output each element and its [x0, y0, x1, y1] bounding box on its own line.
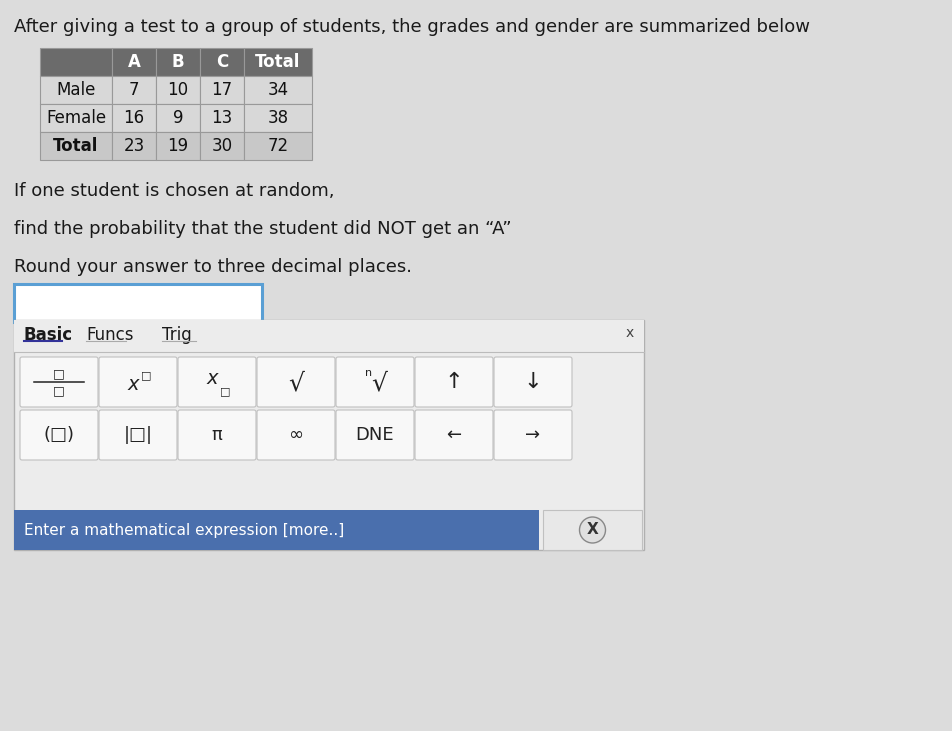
- Circle shape: [579, 517, 605, 543]
- Text: □: □: [53, 385, 65, 398]
- Bar: [156, 76, 200, 104]
- FancyBboxPatch shape: [20, 357, 98, 407]
- Bar: [244, 104, 311, 132]
- Text: ∞: ∞: [288, 426, 303, 444]
- Text: √: √: [370, 371, 387, 395]
- Text: find the probability that the student did NOT get an “A”: find the probability that the student di…: [14, 220, 511, 238]
- FancyBboxPatch shape: [99, 410, 177, 460]
- Bar: [156, 132, 200, 160]
- Text: Female: Female: [46, 109, 106, 127]
- Text: π: π: [211, 426, 222, 444]
- Bar: [200, 48, 244, 76]
- FancyBboxPatch shape: [336, 357, 413, 407]
- Text: (□): (□): [44, 426, 74, 444]
- Text: □: □: [220, 386, 230, 396]
- Text: 30: 30: [211, 137, 232, 155]
- Bar: [156, 48, 200, 76]
- FancyBboxPatch shape: [99, 357, 177, 407]
- Bar: [112, 132, 156, 160]
- Text: x: x: [128, 376, 139, 395]
- Text: 7: 7: [129, 81, 139, 99]
- Text: |□|: |□|: [124, 426, 152, 444]
- Bar: [244, 48, 311, 76]
- Bar: [543, 510, 642, 550]
- Text: □: □: [141, 370, 151, 380]
- Text: ↓: ↓: [524, 372, 542, 392]
- FancyBboxPatch shape: [178, 357, 256, 407]
- FancyBboxPatch shape: [20, 410, 98, 460]
- Text: 10: 10: [168, 81, 188, 99]
- Text: ←: ←: [446, 426, 461, 444]
- Bar: [40, 104, 112, 132]
- Bar: [244, 132, 311, 160]
- Text: B: B: [171, 53, 184, 71]
- Text: 19: 19: [168, 137, 188, 155]
- Bar: [200, 104, 244, 132]
- Text: 13: 13: [211, 109, 232, 127]
- Text: Round your answer to three decimal places.: Round your answer to three decimal place…: [14, 258, 411, 276]
- Text: Total: Total: [53, 137, 99, 155]
- Bar: [244, 76, 311, 104]
- Bar: [200, 76, 244, 104]
- Text: X: X: [586, 523, 598, 537]
- Bar: [40, 48, 112, 76]
- Bar: [40, 76, 112, 104]
- Text: A: A: [128, 53, 140, 71]
- Text: DNE: DNE: [355, 426, 394, 444]
- Text: After giving a test to a group of students, the grades and gender are summarized: After giving a test to a group of studen…: [14, 18, 809, 36]
- Text: Trig: Trig: [162, 326, 191, 344]
- Text: √: √: [288, 371, 304, 395]
- Text: 9: 9: [172, 109, 183, 127]
- Text: 16: 16: [124, 109, 145, 127]
- Text: x: x: [625, 326, 633, 340]
- Text: 34: 34: [268, 81, 288, 99]
- FancyBboxPatch shape: [414, 410, 492, 460]
- Bar: [14, 320, 644, 352]
- Bar: [14, 320, 644, 550]
- Bar: [156, 104, 200, 132]
- Text: □: □: [53, 368, 65, 381]
- Text: 23: 23: [123, 137, 145, 155]
- Text: Basic: Basic: [24, 326, 73, 344]
- Text: →: →: [525, 426, 540, 444]
- Text: Total: Total: [255, 53, 301, 71]
- Bar: [200, 132, 244, 160]
- Text: 72: 72: [268, 137, 288, 155]
- FancyBboxPatch shape: [414, 357, 492, 407]
- Text: Male: Male: [56, 81, 95, 99]
- Text: x: x: [206, 369, 217, 388]
- Text: C: C: [216, 53, 228, 71]
- Bar: [40, 132, 112, 160]
- Text: n: n: [365, 368, 372, 378]
- Text: Funcs: Funcs: [86, 326, 133, 344]
- Text: 38: 38: [268, 109, 288, 127]
- FancyBboxPatch shape: [336, 410, 413, 460]
- Text: Enter a mathematical expression [more..]: Enter a mathematical expression [more..]: [24, 523, 344, 537]
- Text: ↑: ↑: [445, 372, 463, 392]
- Bar: [112, 104, 156, 132]
- FancyBboxPatch shape: [493, 410, 571, 460]
- FancyBboxPatch shape: [493, 357, 571, 407]
- Bar: [14, 284, 262, 322]
- FancyBboxPatch shape: [257, 410, 335, 460]
- Bar: [112, 48, 156, 76]
- Bar: [14, 510, 539, 550]
- Text: 17: 17: [211, 81, 232, 99]
- Bar: [112, 76, 156, 104]
- FancyBboxPatch shape: [257, 357, 335, 407]
- Text: If one student is chosen at random,: If one student is chosen at random,: [14, 182, 334, 200]
- FancyBboxPatch shape: [178, 410, 256, 460]
